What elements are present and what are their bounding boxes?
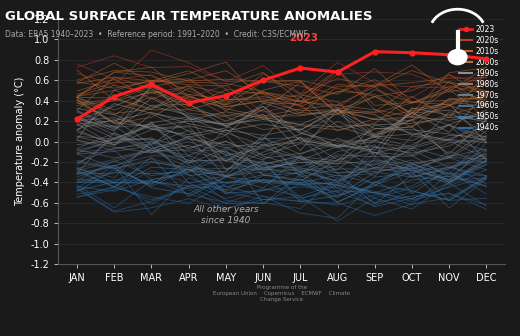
- Text: Data: ERA5 1940–2023  •  Reference period: 1991–2020  •  Credit: C3S/ECMWF: Data: ERA5 1940–2023 • Reference period:…: [5, 30, 308, 39]
- Text: GLOBAL SURFACE AIR TEMPERATURE ANOMALIES: GLOBAL SURFACE AIR TEMPERATURE ANOMALIES: [5, 10, 373, 23]
- Text: Programme of the
European Union    Copernicus    ECMWF    Climate
Change Service: Programme of the European Union Copernic…: [213, 286, 350, 302]
- Circle shape: [448, 50, 467, 65]
- Text: 2023: 2023: [289, 34, 318, 43]
- Text: All other years
since 1940: All other years since 1940: [193, 205, 259, 225]
- Y-axis label: Temperature anomaly (°C): Temperature anomaly (°C): [15, 77, 25, 206]
- Legend: 2023, 2020s, 2010s, 2000s, 1990s, 1980s, 1970s, 1960s, 1950s, 1940s: 2023, 2020s, 2010s, 2000s, 1990s, 1980s,…: [457, 23, 501, 135]
